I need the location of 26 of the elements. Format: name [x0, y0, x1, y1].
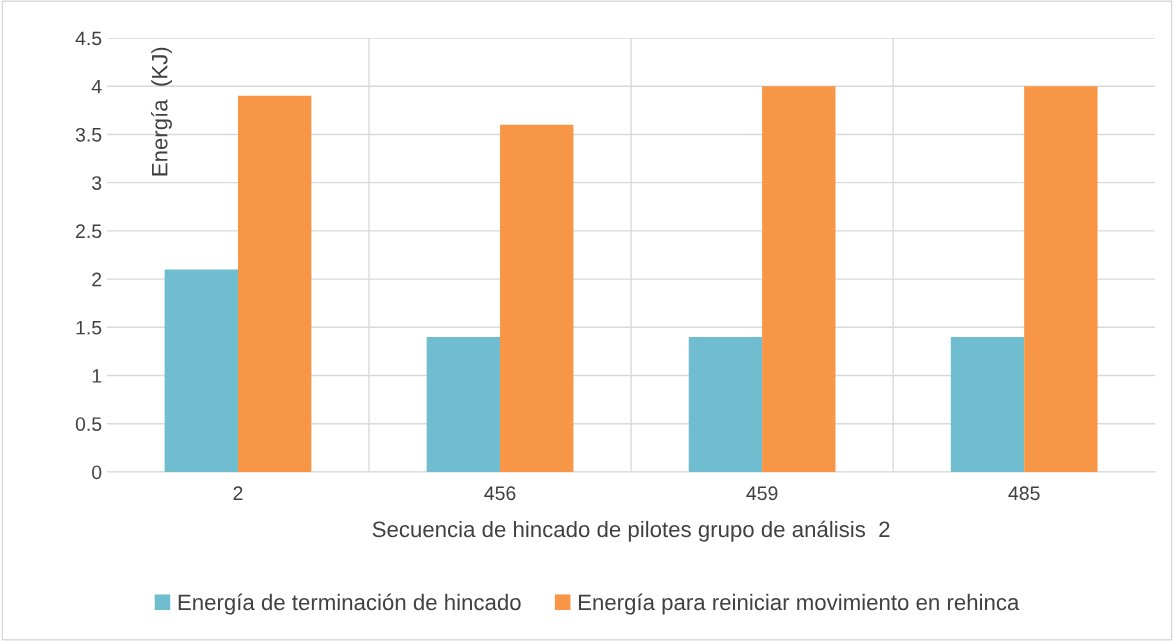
bar — [762, 86, 836, 472]
x-axis-title: Secuencia de hincado de pilotes grupo de análisis 2 — [372, 520, 890, 542]
y-tick-label: 3.5 — [75, 127, 102, 142]
bar — [950, 336, 1025, 472]
bar — [1024, 86, 1098, 472]
bar — [688, 336, 763, 472]
y-tick-label: 0.5 — [75, 417, 102, 431]
y-tick-label: 4.5 — [75, 31, 102, 46]
y-tick-label: 4 — [91, 79, 102, 94]
x-tick-label: 2 — [233, 486, 243, 500]
y-tick-label: 2.5 — [76, 224, 102, 239]
x-tick-label: 459 — [746, 486, 778, 501]
x-tick-label: 485 — [1008, 486, 1040, 501]
y-tick-label: 3 — [92, 176, 102, 190]
legend-label: Energía de terminación de hincado — [178, 593, 521, 615]
bar — [500, 124, 574, 472]
bar — [237, 95, 312, 472]
y-tick-label: 1 — [92, 369, 102, 383]
x-tick-label: 456 — [484, 486, 516, 501]
y-tick-label: 0 — [92, 465, 102, 480]
y-axis-title: Energía (KJ) — [150, 47, 172, 176]
y-tick-label: 1.5 — [76, 320, 102, 335]
bar — [164, 269, 238, 472]
bar — [426, 336, 501, 472]
y-tick-label: 2 — [92, 272, 102, 287]
legend-label: Energía para reiniciar movimiento en rehinca — [578, 593, 1020, 615]
